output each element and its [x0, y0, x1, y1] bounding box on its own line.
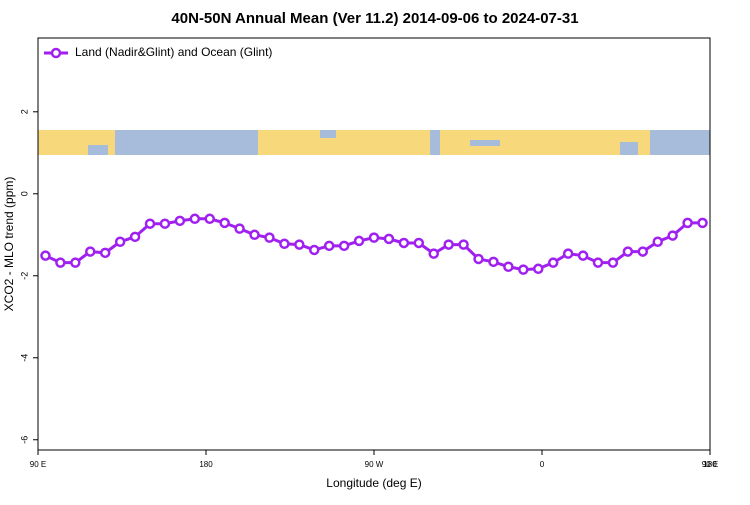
point	[70, 257, 81, 268]
point	[174, 215, 186, 227]
x-axis-label: Longitude (deg E)	[326, 476, 421, 490]
point	[264, 232, 275, 243]
point	[55, 257, 66, 268]
point	[562, 248, 574, 259]
point	[234, 223, 245, 234]
point	[503, 261, 514, 273]
point	[458, 239, 469, 250]
x-tick-label: 180	[199, 460, 213, 469]
point	[338, 240, 350, 252]
point	[473, 253, 484, 265]
point	[637, 246, 649, 257]
map-strip	[38, 130, 710, 155]
point	[323, 240, 335, 252]
point	[309, 244, 320, 256]
point	[577, 250, 589, 261]
point	[368, 232, 380, 243]
point	[592, 257, 604, 268]
x-tick-label: 90 E	[702, 460, 718, 469]
point	[667, 230, 678, 241]
legend-marker	[50, 47, 62, 59]
x-tick-label: 180	[703, 460, 717, 469]
point	[189, 213, 201, 225]
point	[294, 239, 305, 250]
point	[383, 233, 395, 245]
point	[533, 263, 544, 275]
point	[114, 236, 126, 247]
point	[159, 218, 171, 229]
point	[129, 231, 141, 243]
point	[443, 239, 454, 250]
point	[413, 237, 425, 249]
point	[428, 248, 439, 259]
point	[488, 256, 499, 268]
point	[249, 229, 260, 241]
x-tick-label: 90 W	[365, 460, 384, 469]
point	[40, 250, 51, 261]
point	[518, 264, 529, 275]
point	[204, 213, 215, 225]
point	[622, 246, 634, 257]
plot-frame	[37, 37, 711, 451]
point	[398, 237, 410, 249]
y-tick-label: 2	[19, 109, 29, 114]
point	[652, 236, 663, 247]
y-tick-label: 0	[19, 191, 29, 196]
y-tick-label: -4	[19, 354, 29, 362]
legend-label: Land (Nadir&Glint) and Ocean (Glint)	[75, 45, 272, 59]
point	[144, 218, 156, 229]
y-tick-label: -6	[19, 436, 29, 444]
point	[607, 257, 619, 268]
series-line	[44, 217, 703, 272]
point	[219, 217, 230, 229]
chart-title: 40N-50N Annual Mean (Ver 11.2) 2014-09-0…	[171, 10, 578, 27]
y-axis-label: XCO2 - MLO trend (ppm)	[2, 177, 16, 312]
y-tick-label: -2	[19, 272, 29, 280]
x-tick-label: 90 E	[30, 460, 46, 469]
point	[697, 217, 708, 229]
point	[682, 217, 693, 229]
point	[279, 238, 290, 250]
point	[85, 246, 96, 257]
point	[353, 235, 365, 247]
x-tick-label: 0	[540, 460, 545, 469]
point	[99, 247, 111, 259]
point	[547, 257, 559, 268]
